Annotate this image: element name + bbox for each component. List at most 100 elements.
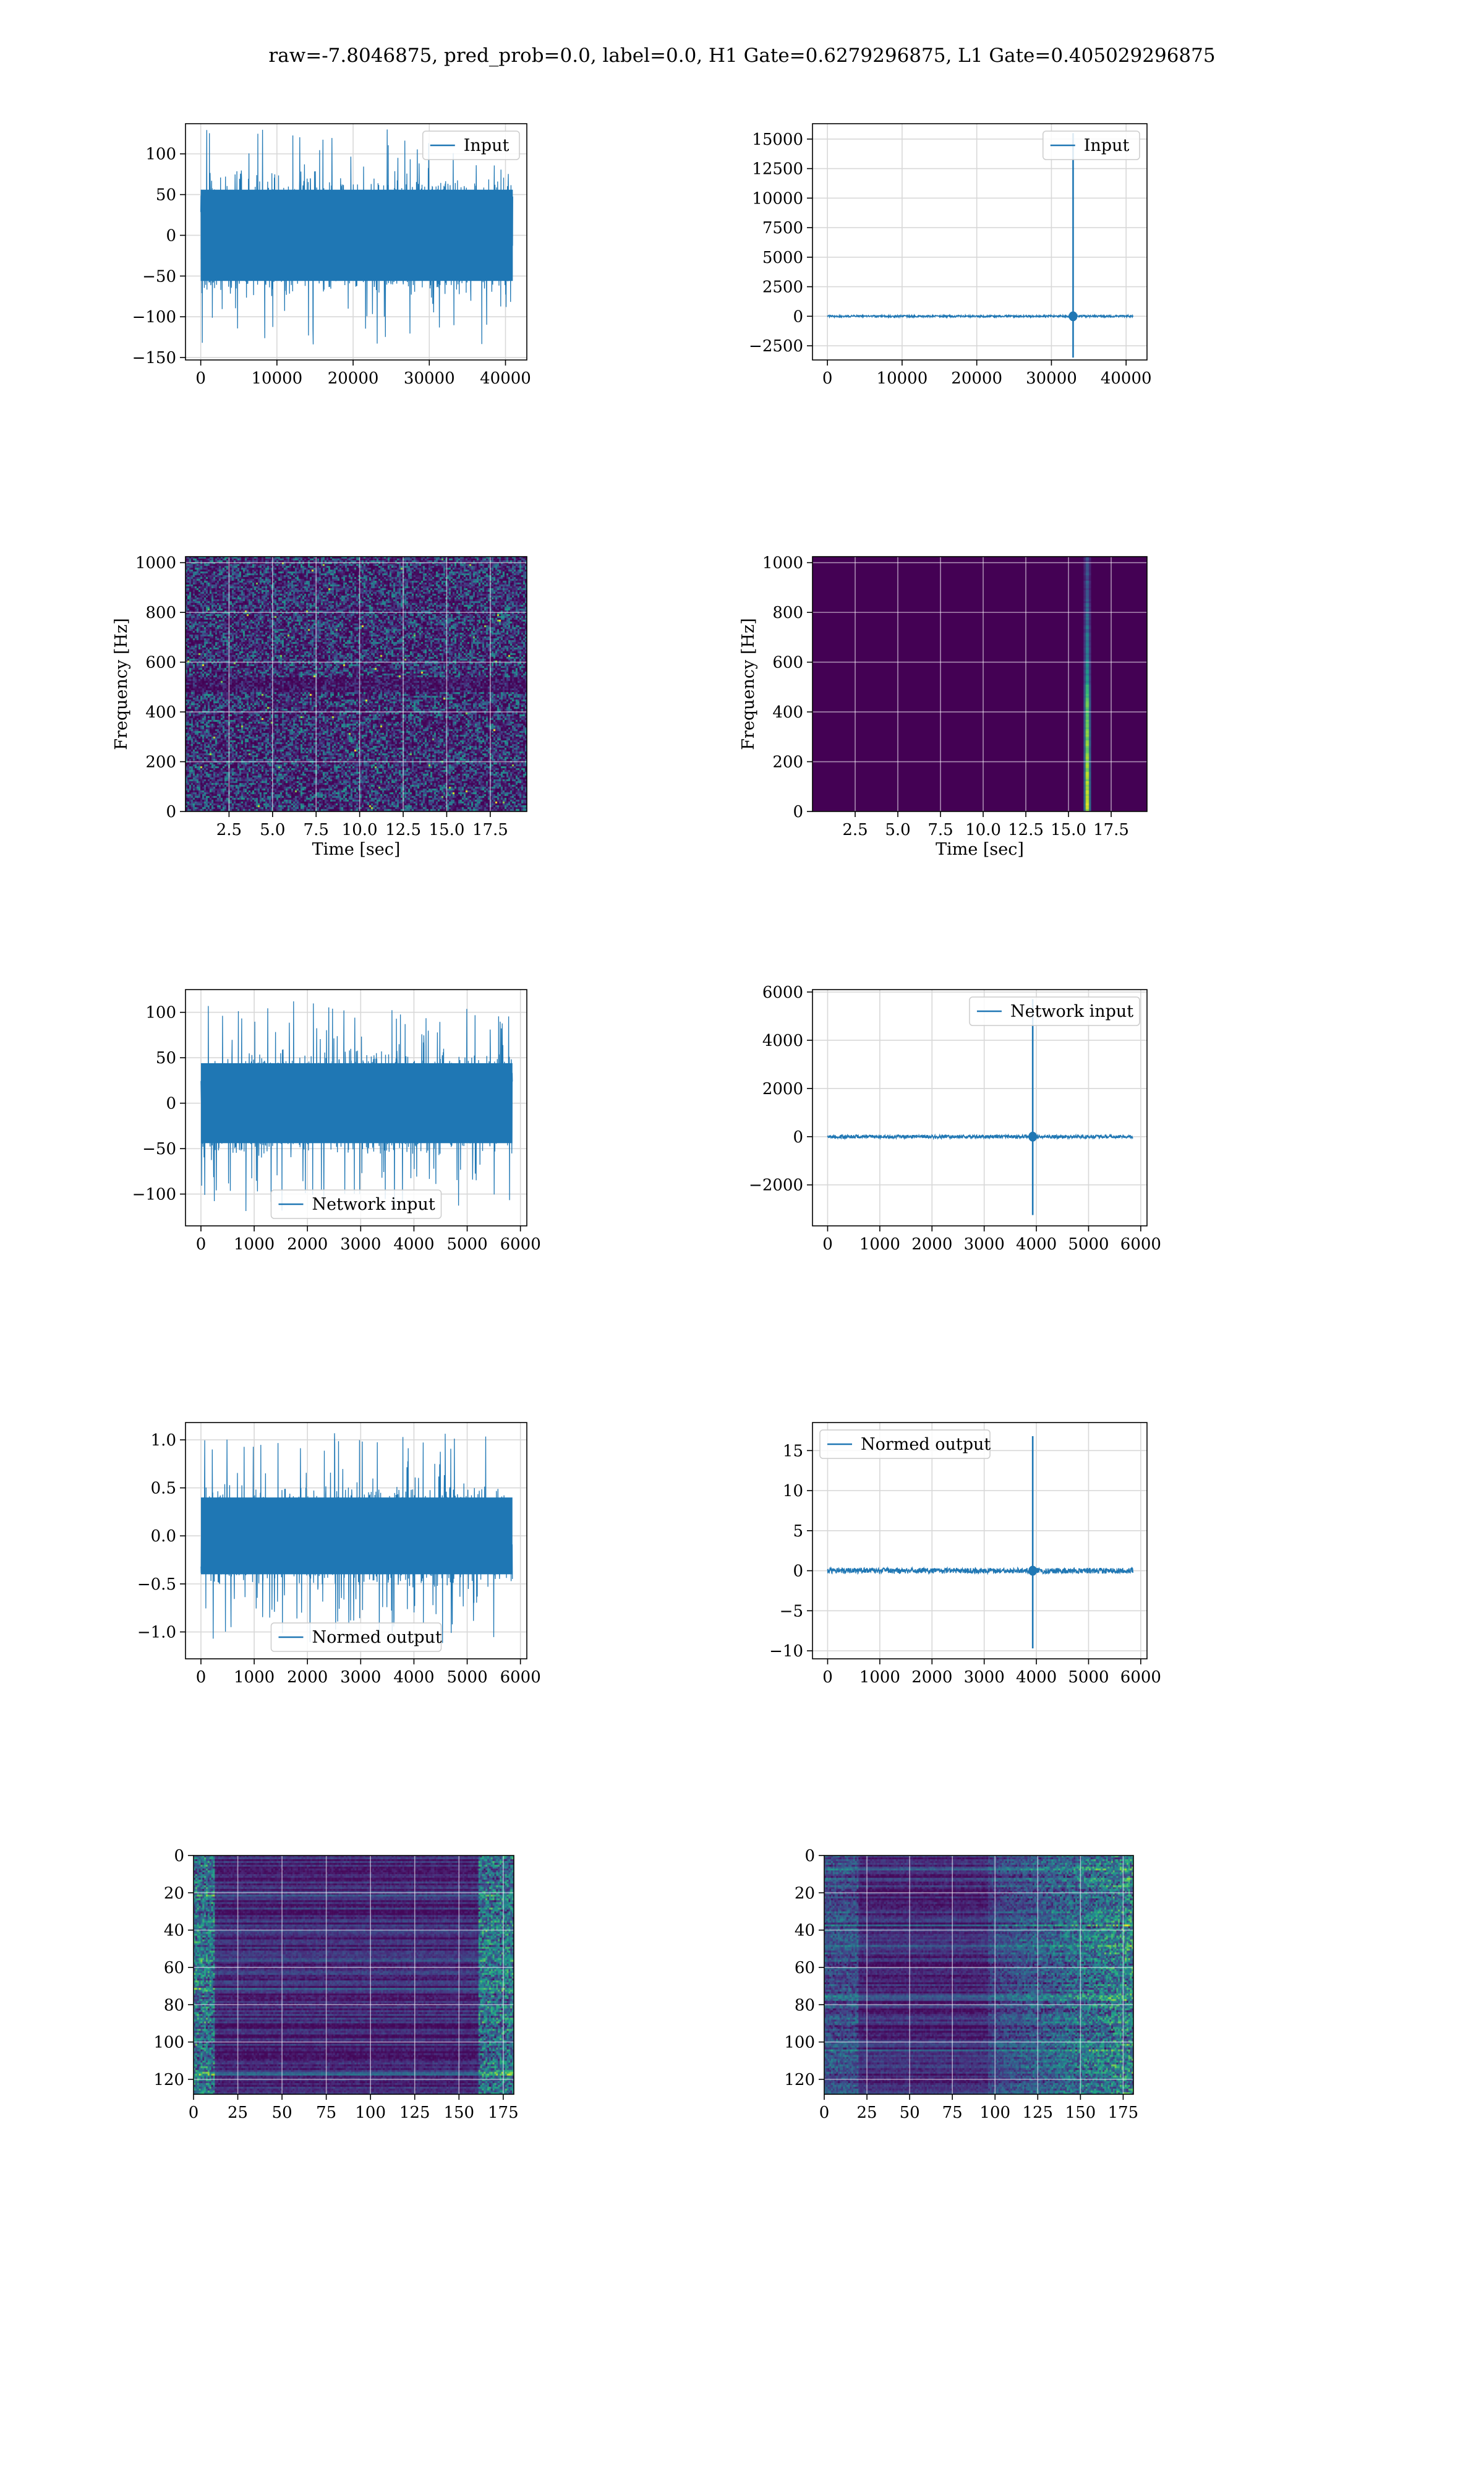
- x-tick-label: 0: [822, 1668, 833, 1687]
- x-tick-label: 2.5: [842, 821, 868, 839]
- x-tick-label: 30000: [404, 369, 455, 388]
- axes-frame: [824, 1855, 1134, 2095]
- x-tick-label: 6000: [500, 1235, 541, 1254]
- x-tick-label: 12.5: [385, 821, 421, 839]
- y-tick-label: −1.0: [137, 1624, 176, 1642]
- x-tick-label: 2.5: [216, 821, 242, 839]
- x-tick-label: 17.5: [1093, 821, 1129, 839]
- x-tick-label: 6000: [1120, 1668, 1161, 1687]
- x-tick-label: 10.0: [965, 821, 1001, 839]
- axes-frame: [185, 1422, 527, 1659]
- x-tick-label: 15.0: [1051, 821, 1086, 839]
- y-tick-label: 120: [784, 2071, 815, 2089]
- y-tick-label: 0: [793, 803, 803, 821]
- y-tick-label: −10: [769, 1642, 803, 1661]
- y-tick-label: 1.0: [151, 1431, 176, 1450]
- x-tick-label: 5000: [446, 1235, 487, 1254]
- y-tick-label: −100: [132, 1186, 176, 1204]
- x-tick-label: 2000: [287, 1235, 328, 1254]
- legend-label: Network input: [1010, 1002, 1133, 1021]
- y-tick-label: 2500: [762, 278, 803, 297]
- x-tick-label: 20000: [328, 369, 379, 388]
- x-tick-label: 100: [355, 2104, 386, 2122]
- legend-label: Normed output: [861, 1435, 991, 1454]
- y-tick-label: 15000: [752, 131, 803, 149]
- x-tick-label: 0: [189, 2104, 199, 2122]
- y-tick-label: 600: [772, 654, 803, 672]
- x-tick-label: 25: [228, 2104, 248, 2122]
- series-line: [827, 1566, 1133, 1575]
- plot-area: [812, 124, 1147, 360]
- x-tick-label: 4000: [393, 1668, 434, 1687]
- y-axis-label: Frequency [Hz]: [739, 618, 758, 750]
- y-tick-label: 100: [145, 145, 176, 164]
- y-tick-label: −50: [142, 1140, 176, 1158]
- plot-area: [812, 1423, 1147, 1659]
- y-tick-label: 60: [795, 1959, 815, 1977]
- grid: [812, 557, 1147, 812]
- x-tick-label: 1000: [234, 1668, 275, 1687]
- series-band: [200, 1063, 513, 1144]
- y-tick-label: 2000: [762, 1080, 803, 1098]
- ticks: 0 1000 2000 3000 4000 5000 6000 −1.0 −0.5 0.0 0.5 1…: [137, 1431, 541, 1687]
- x-tick-label: 10000: [877, 369, 928, 388]
- legend-frame: [819, 1429, 991, 1459]
- x-tick-label: 2000: [287, 1668, 328, 1687]
- y-tick-label: 100: [153, 2034, 184, 2052]
- x-tick-label: 10.0: [342, 821, 378, 839]
- y-tick-label: 7500: [762, 219, 803, 238]
- x-tick-label: 5000: [1068, 1668, 1109, 1687]
- axes-frame: [185, 556, 527, 812]
- y-tick-label: 0: [793, 1562, 803, 1581]
- x-tick-label: 5000: [1068, 1235, 1109, 1254]
- y-tick-label: −50: [142, 267, 176, 286]
- y-tick-label: 6000: [762, 983, 803, 1002]
- y-tick-label: 0.5: [151, 1479, 176, 1498]
- y-tick-label: 5000: [762, 249, 803, 267]
- y-tick-label: 15: [783, 1442, 803, 1460]
- x-tick-label: 25: [857, 2104, 877, 2122]
- heatmap-image: [812, 557, 1147, 811]
- y-tick-label: 400: [772, 703, 803, 722]
- legend-frame: [270, 1189, 442, 1219]
- axes-l1-feature-map: 0 25 50 75 100 125 150 175 0 20 40 60 80 100 120: [784, 1847, 1138, 2122]
- axes-frame: [812, 1422, 1148, 1659]
- axes-frame: [185, 989, 527, 1226]
- x-tick-label: 4000: [393, 1235, 434, 1254]
- x-tick-label: 0: [195, 369, 206, 388]
- series-spike-core: [1028, 1131, 1038, 1142]
- y-tick-label: 60: [164, 1959, 184, 1977]
- legend: Normed output: [819, 1429, 991, 1459]
- x-tick-label: 20000: [951, 369, 1002, 388]
- x-tick-label: 12.5: [1008, 821, 1044, 839]
- y-tick-label: 200: [772, 753, 803, 772]
- legend-label: Network input: [312, 1195, 435, 1214]
- x-tick-label: 15.0: [429, 821, 465, 839]
- y-tick-label: 50: [156, 186, 176, 205]
- grid: [186, 557, 527, 812]
- y-tick-label: 40: [795, 1922, 815, 1940]
- x-tick-label: 0: [819, 2104, 830, 2122]
- axes-h1-spectrogram: 2.5 5.0 7.5 10.0 12.5 15.0 17.5 0 200 400 600 800 10…: [112, 554, 527, 859]
- y-tick-label: 120: [153, 2071, 184, 2089]
- x-tick-label: 150: [443, 2104, 474, 2122]
- y-tick-label: 400: [145, 703, 176, 722]
- x-tick-label: 5.0: [260, 821, 285, 839]
- axes-frame: [193, 1855, 514, 2095]
- y-tick-label: 600: [145, 654, 176, 672]
- series-band: [200, 189, 513, 281]
- x-tick-label: 75: [316, 2104, 336, 2122]
- series-line: [827, 1133, 1133, 1141]
- y-tick-label: −2500: [749, 337, 803, 356]
- y-tick-label: −5: [780, 1602, 803, 1620]
- y-tick-label: 100: [145, 1004, 176, 1022]
- axes-h1-input: 0 10000 20000 30000 40000 −150 −100 −50 0 50 100 In…: [132, 123, 531, 388]
- y-tick-label: 800: [772, 604, 803, 622]
- axes-h1-normed-output: 0 1000 2000 3000 4000 5000 6000 −1.0 −0.5 0.0 0.5 1…: [137, 1422, 541, 1687]
- x-tick-label: 3000: [964, 1668, 1005, 1687]
- y-tick-label: 4000: [762, 1032, 803, 1050]
- y-tick-label: 5: [793, 1522, 803, 1541]
- x-tick-label: 150: [1065, 2104, 1096, 2122]
- y-tick-label: 0: [793, 307, 803, 326]
- y-tick-label: 1000: [135, 554, 176, 573]
